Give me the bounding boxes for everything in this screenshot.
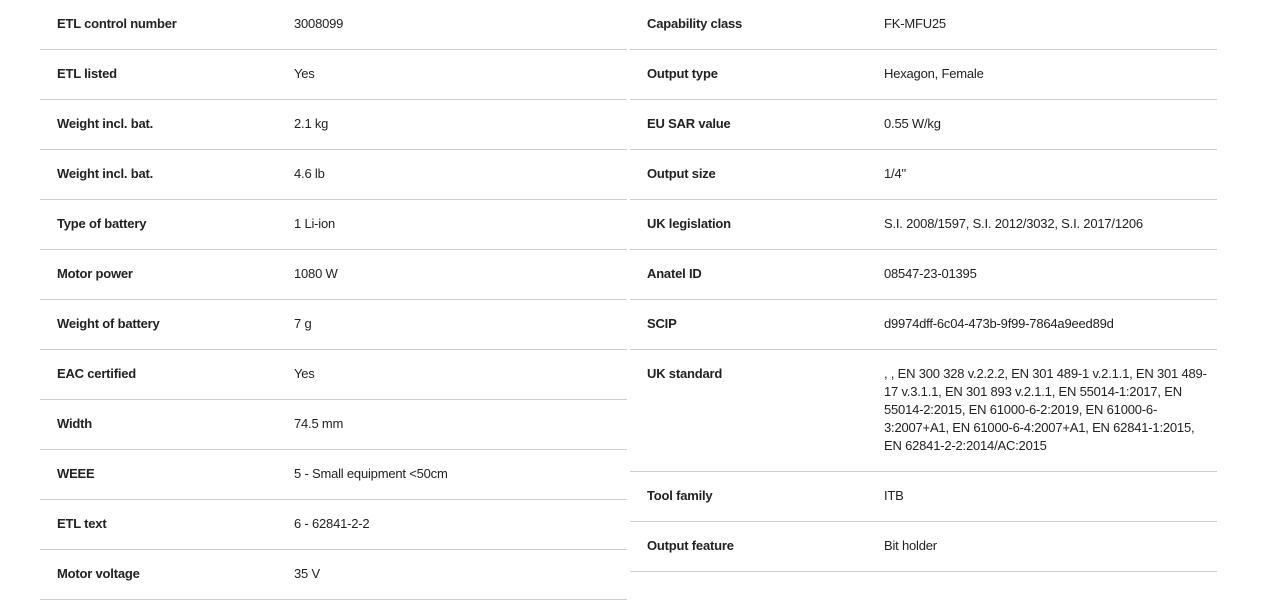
spec-label: Width	[57, 416, 92, 431]
spec-value: 6 - 62841-2-2	[294, 516, 370, 531]
spec-value: Bit holder	[884, 538, 937, 553]
spec-row: EU SAR value 0.55 W/kg	[630, 100, 1217, 150]
spec-row: Weight incl. bat. 2.1 kg	[40, 100, 627, 150]
spec-row: UK standard , , EN 300 328 v.2.2.2, EN 30…	[630, 350, 1217, 472]
spec-row: ETL control number 3008099	[40, 0, 627, 50]
spec-row: Type of battery 1 Li-ion	[40, 200, 627, 250]
spec-label: ETL listed	[57, 66, 117, 81]
spec-value: , , EN 300 328 v.2.2.2, EN 301 489-1 v.2…	[884, 366, 1207, 453]
spec-value: 2.1 kg	[294, 116, 329, 131]
spec-value: FK-MFU25	[884, 16, 946, 31]
spec-label: UK legislation	[647, 216, 731, 231]
spec-table-right: Capability class FK-MFU25 Output type Hexag…	[630, 0, 1217, 572]
spec-value: 08547-23-01395	[884, 266, 977, 281]
spec-label: Weight incl. bat.	[57, 166, 154, 181]
spec-value: S.I. 2008/1597, S.I. 2012/3032, S.I. 201…	[884, 216, 1143, 231]
spec-table-left: ETL control number 3008099 ETL listed Yes We…	[40, 0, 627, 600]
spec-value: Yes	[294, 66, 315, 81]
spec-value: 0.55 W/kg	[884, 116, 941, 131]
spec-label: ETL text	[57, 516, 107, 531]
spec-value: 7 g	[294, 316, 312, 331]
spec-value: 5 - Small equipment <50cm	[294, 466, 448, 481]
spec-label: WEEE	[57, 466, 95, 481]
spec-row: Capability class FK-MFU25	[630, 0, 1217, 50]
spec-label: ETL control number	[57, 16, 177, 31]
spec-row: Output feature Bit holder	[630, 522, 1217, 572]
spec-label: Output feature	[647, 538, 734, 553]
spec-value: ITB	[884, 488, 904, 503]
spec-value: 1/4"	[884, 166, 906, 181]
spec-label: Motor voltage	[57, 566, 140, 581]
spec-label: Motor power	[57, 266, 133, 281]
spec-label: Capability class	[647, 16, 743, 31]
spec-row: Anatel ID 08547-23-01395	[630, 250, 1217, 300]
spec-row: Output size 1/4"	[630, 150, 1217, 200]
spec-row: Weight of battery 7 g	[40, 300, 627, 350]
spec-row: ETL listed Yes	[40, 50, 627, 100]
spec-row: UK legislation S.I. 2008/1597, S.I. 2012/…	[630, 200, 1217, 250]
spec-label: Tool family	[647, 488, 713, 503]
spec-row: Motor voltage 35 V	[40, 550, 627, 600]
spec-label: Type of battery	[57, 216, 147, 231]
spec-label: EAC certified	[57, 366, 137, 381]
spec-label: Weight incl. bat.	[57, 116, 154, 131]
spec-label: Anatel ID	[647, 266, 702, 281]
spec-row: Weight incl. bat. 4.6 lb	[40, 150, 627, 200]
spec-value: Yes	[294, 366, 315, 381]
spec-row: WEEE 5 - Small equipment <50cm	[40, 450, 627, 500]
spec-value: 1080 W	[294, 266, 338, 281]
spec-row: Tool family ITB	[630, 472, 1217, 522]
spec-label: Output size	[647, 166, 716, 181]
spec-label: Output type	[647, 66, 718, 81]
spec-value: 1 Li-ion	[294, 216, 336, 231]
spec-label: SCIP	[647, 316, 677, 331]
spec-row: EAC certified Yes	[40, 350, 627, 400]
spec-label: EU SAR value	[647, 116, 731, 131]
spec-value: d9974dff-6c04-473b-9f99-7864a9eed89d	[884, 316, 1114, 331]
spec-row: Motor power 1080 W	[40, 250, 627, 300]
spec-value: Hexagon, Female	[884, 66, 984, 81]
spec-row: Output type Hexagon, Female	[630, 50, 1217, 100]
spec-value: 74.5 mm	[294, 416, 344, 431]
spec-label: Weight of battery	[57, 316, 160, 331]
spec-row: Width 74.5 mm	[40, 400, 627, 450]
spec-value: 35 V	[294, 566, 320, 581]
spec-row: SCIP d9974dff-6c04-473b-9f99-7864a9eed89d	[630, 300, 1217, 350]
spec-row: ETL text 6 - 62841-2-2	[40, 500, 627, 550]
spec-value: 4.6 lb	[294, 166, 325, 181]
spec-value: 3008099	[294, 16, 344, 31]
spec-label: UK standard	[647, 366, 723, 381]
